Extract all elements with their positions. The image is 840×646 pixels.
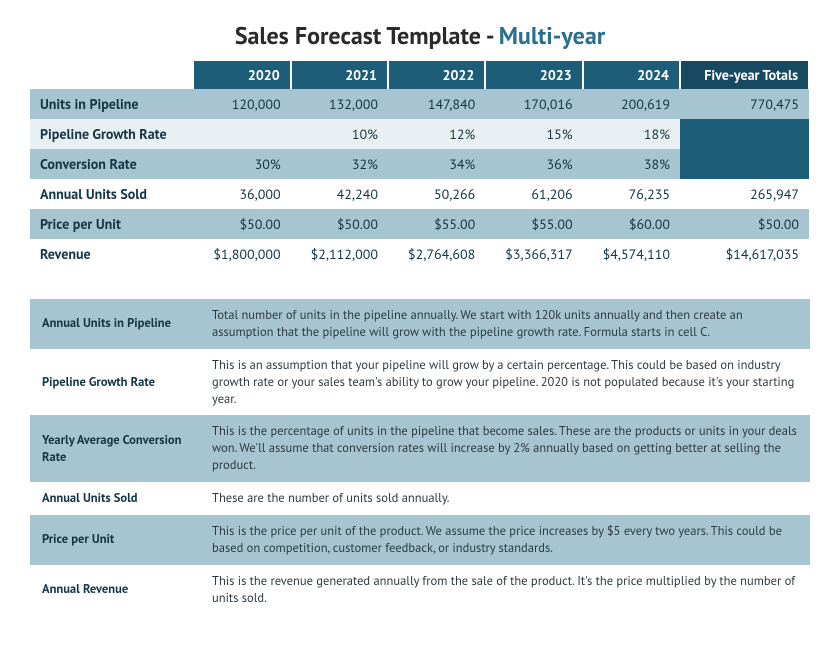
cell: $50.00 — [291, 209, 388, 239]
cell: 120,000 — [193, 89, 290, 119]
cell: 61,206 — [485, 179, 582, 209]
cell: 50,266 — [388, 179, 485, 209]
cell: 12% — [388, 119, 485, 149]
definition-row: Annual Units in PipelineTotal number of … — [30, 299, 810, 349]
cell: 30% — [193, 149, 290, 179]
definition-row: Price per UnitThis is the price per unit… — [30, 515, 810, 565]
col-2023: 2023 — [485, 61, 582, 89]
row-label: Annual Units Sold — [30, 179, 193, 209]
forecast-table: 2020 2021 2022 2023 2024 Five-year Total… — [30, 61, 810, 269]
title-prefix: Sales Forecast Template - — [235, 20, 499, 51]
definition-term: Price per Unit — [30, 515, 200, 565]
definition-term: Annual Units in Pipeline — [30, 299, 200, 349]
cell: $50.00 — [193, 209, 290, 239]
cell: 36,000 — [193, 179, 290, 209]
cell — [680, 149, 809, 179]
cell: 132,000 — [291, 89, 388, 119]
header-row: 2020 2021 2022 2023 2024 Five-year Total… — [30, 61, 809, 89]
definition-row: Annual RevenueThis is the revenue genera… — [30, 565, 810, 615]
definition-desc: This is the revenue generated annually f… — [200, 565, 810, 615]
cell: $55.00 — [388, 209, 485, 239]
cell: 10% — [291, 119, 388, 149]
definition-desc: This is the price per unit of the produc… — [200, 515, 810, 565]
definition-row: Pipeline Growth RateThis is an assumptio… — [30, 349, 810, 416]
definition-row: Yearly Average Conversion RateThis is th… — [30, 415, 810, 482]
cell: 15% — [485, 119, 582, 149]
definitions-table: Annual Units in PipelineTotal number of … — [30, 299, 810, 614]
cell: $55.00 — [485, 209, 582, 239]
cell — [193, 119, 290, 149]
cell: 38% — [583, 149, 680, 179]
row-label: Price per Unit — [30, 209, 193, 239]
row-label: Units in Pipeline — [30, 89, 193, 119]
cell: 170,016 — [485, 89, 582, 119]
row-label: Conversion Rate — [30, 149, 193, 179]
definition-desc: This is the percentage of units in the p… — [200, 415, 810, 482]
page-title: Sales Forecast Template - Multi-year — [30, 20, 810, 51]
cell: 34% — [388, 149, 485, 179]
cell: $3,366,317 — [485, 239, 582, 269]
title-accent: Multi-year — [499, 20, 605, 51]
cell: 265,947 — [680, 179, 809, 209]
table-row: Revenue$1,800,000$2,112,000$2,764,608$3,… — [30, 239, 809, 269]
table-row: Conversion Rate30%32%34%36%38% — [30, 149, 809, 179]
col-2022: 2022 — [388, 61, 485, 89]
col-2024: 2024 — [583, 61, 680, 89]
definition-row: Annual Units SoldThese are the number of… — [30, 482, 810, 515]
cell: $2,112,000 — [291, 239, 388, 269]
row-label: Pipeline Growth Rate — [30, 119, 193, 149]
cell: $4,574,110 — [583, 239, 680, 269]
cell: 42,240 — [291, 179, 388, 209]
cell: 32% — [291, 149, 388, 179]
table-row: Annual Units Sold36,00042,24050,26661,20… — [30, 179, 809, 209]
row-label: Revenue — [30, 239, 193, 269]
cell: $1,800,000 — [193, 239, 290, 269]
definition-desc: These are the number of units sold annua… — [200, 482, 810, 515]
cell: $14,617,035 — [680, 239, 809, 269]
table-row: Price per Unit$50.00$50.00$55.00$55.00$6… — [30, 209, 809, 239]
col-2020: 2020 — [193, 61, 290, 89]
cell: $60.00 — [583, 209, 680, 239]
table-row: Units in Pipeline120,000132,000147,84017… — [30, 89, 809, 119]
cell: $50.00 — [680, 209, 809, 239]
cell: 200,619 — [583, 89, 680, 119]
col-2021: 2021 — [291, 61, 388, 89]
definition-term: Annual Revenue — [30, 565, 200, 615]
definition-desc: This is an assumption that your pipeline… — [200, 349, 810, 416]
cell: 770,475 — [680, 89, 809, 119]
cell: 76,235 — [583, 179, 680, 209]
cell: 18% — [583, 119, 680, 149]
definition-desc: Total number of units in the pipeline an… — [200, 299, 810, 349]
cell — [680, 119, 809, 149]
cell: 147,840 — [388, 89, 485, 119]
cell: 36% — [485, 149, 582, 179]
definition-term: Pipeline Growth Rate — [30, 349, 200, 416]
col-totals: Five-year Totals — [680, 61, 809, 89]
definition-term: Yearly Average Conversion Rate — [30, 415, 200, 482]
definition-term: Annual Units Sold — [30, 482, 200, 515]
cell: $2,764,608 — [388, 239, 485, 269]
table-row: Pipeline Growth Rate 10%12%15%18% — [30, 119, 809, 149]
header-blank — [30, 61, 193, 89]
